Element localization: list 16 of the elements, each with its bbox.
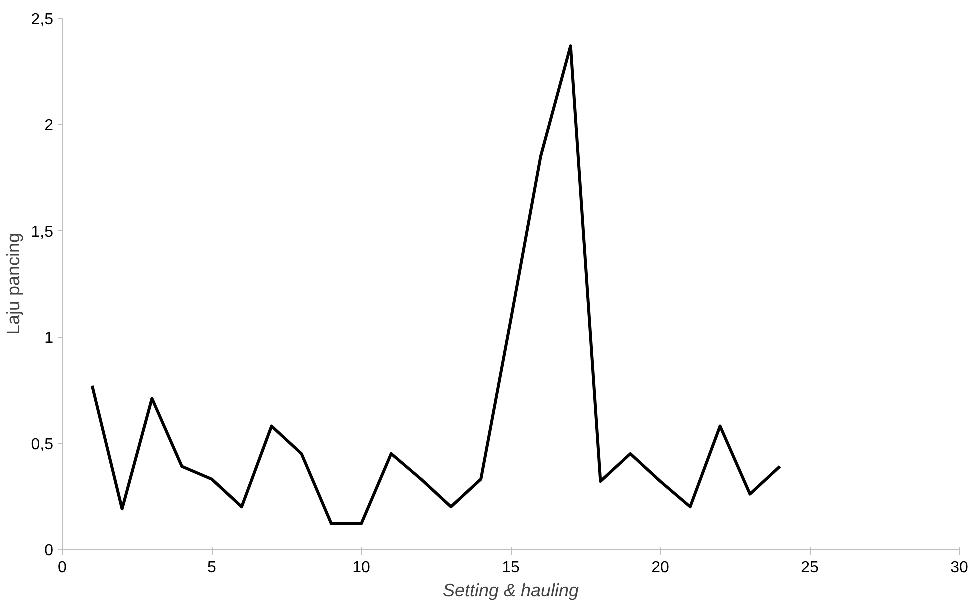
y-tick-label: 2,5 [31,12,54,28]
x-tick-label: 15 [502,560,520,576]
line-series [90,44,782,526]
x-axis-title: Setting & hauling [442,580,580,600]
y-tick-label: 0,5 [31,436,54,454]
x-tick-label: 10 [352,560,370,576]
y-tick-label: 2 [44,118,54,135]
x-tick-label: 30 [950,560,968,576]
x-tick-label: 0 [58,560,68,576]
y-tick-label: 1,5 [31,224,54,241]
y-axis-title: Laju pancing [3,232,24,336]
y-tick-label: 0 [44,542,54,560]
y-tick-label: 1 [44,330,54,348]
x-tick-label: 5 [208,560,217,576]
x-tick-label: 20 [652,560,670,576]
x-tick-label: 25 [801,560,819,576]
